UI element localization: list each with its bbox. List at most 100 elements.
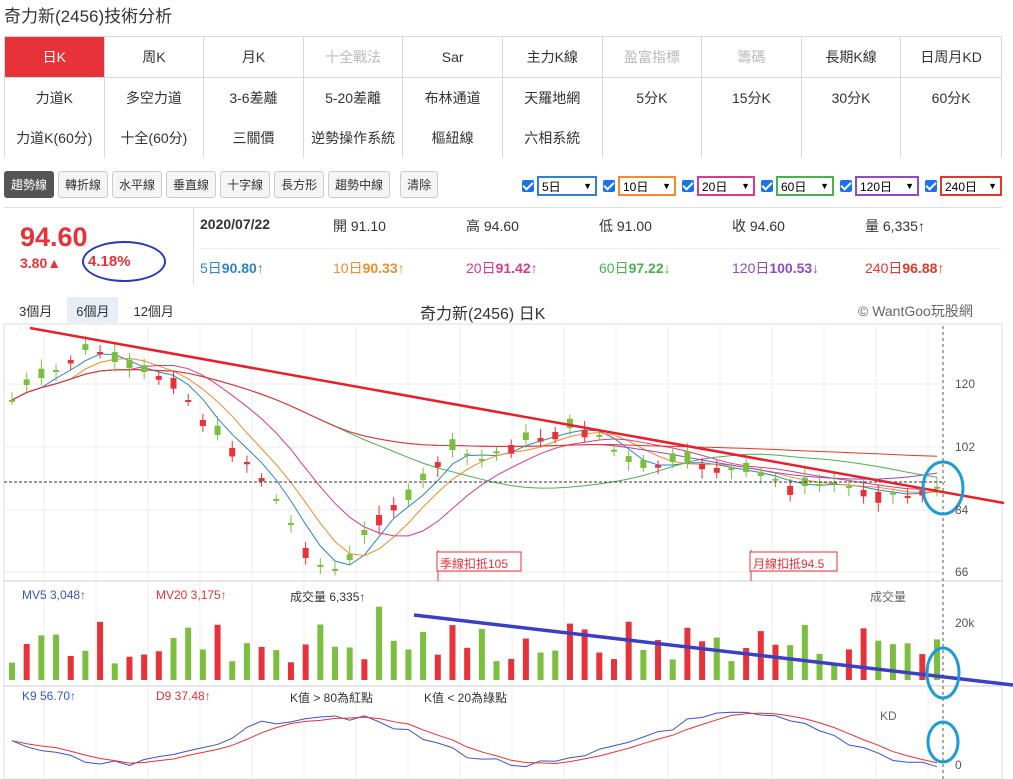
nav-r2-2[interactable]: 3-6差離 bbox=[204, 78, 304, 118]
nav-empty-cell bbox=[602, 118, 703, 158]
ma-checkbox-3[interactable] bbox=[761, 180, 773, 192]
nav-r2-7[interactable]: 15分K bbox=[702, 78, 802, 118]
axis-tick-102: 102 bbox=[955, 440, 976, 454]
ma-select-label: 20日 bbox=[702, 179, 728, 194]
nav-empty-cell bbox=[901, 118, 1001, 158]
price-change: 3.80▲ bbox=[20, 255, 62, 271]
nav-r2-1[interactable]: 多空力道 bbox=[104, 78, 205, 118]
ma-checkbox-5[interactable] bbox=[925, 180, 937, 192]
nav-r1-9[interactable]: 日周月KD bbox=[901, 37, 1001, 77]
nav-r2-5[interactable]: 天羅地網 bbox=[502, 78, 603, 118]
draw-tool-4[interactable]: 十字線 bbox=[220, 171, 271, 198]
ma-period-select-0[interactable]: 5日 ▼ bbox=[537, 176, 597, 196]
chevron-down-icon: ▼ bbox=[820, 181, 829, 191]
nav-r1-5[interactable]: 主力K線 bbox=[502, 37, 603, 77]
ma-checkbox-1[interactable] bbox=[603, 180, 615, 192]
ma-period-select-5[interactable]: 240日 ▼ bbox=[940, 176, 1002, 196]
nav-r2-6[interactable]: 5分K bbox=[602, 78, 703, 118]
volume-bar bbox=[332, 646, 339, 680]
volume-bar bbox=[405, 649, 412, 680]
draw-tool-2[interactable]: 水平線 bbox=[112, 171, 163, 198]
kd-lines bbox=[11, 711, 938, 768]
highlight-ring-annotation bbox=[82, 241, 166, 282]
quote-high: 高 94.60 bbox=[466, 218, 519, 234]
nav-r1-4[interactable]: Sar bbox=[403, 37, 503, 77]
candle-body bbox=[332, 568, 339, 571]
ma-period-select-3[interactable]: 60日 ▼ bbox=[776, 176, 834, 196]
axis-tick-66: 66 bbox=[955, 565, 969, 579]
ma-value-0: 5日90.80↑ bbox=[200, 258, 333, 278]
volume-bar bbox=[728, 661, 735, 680]
nav-row-3: 力道K(60分) 十全(60分) 三關價 逆勢操作系統 樞紐線 六相系統 bbox=[5, 117, 1001, 158]
volume-bar bbox=[860, 628, 867, 680]
ma-line bbox=[11, 369, 938, 489]
nav-r3-1[interactable]: 十全(60分) bbox=[104, 118, 205, 158]
candle-body bbox=[757, 471, 764, 476]
nav-r1-7: 籌碼 bbox=[702, 37, 802, 77]
mv20-legend: MV20 3,175↑ bbox=[156, 588, 227, 602]
nav-r1-8[interactable]: 長期K線 bbox=[801, 37, 902, 77]
draw-tool-5[interactable]: 長方形 bbox=[274, 171, 325, 198]
nav-r3-5[interactable]: 六相系統 bbox=[502, 118, 603, 158]
candle-body bbox=[552, 432, 559, 440]
volume-bar bbox=[361, 659, 368, 680]
ma-period-select-4[interactable]: 120日 ▼ bbox=[855, 176, 919, 196]
nav-r2-3[interactable]: 5-20差離 bbox=[303, 78, 404, 118]
candle-body bbox=[537, 438, 544, 442]
nav-r2-9[interactable]: 60分K bbox=[901, 78, 1001, 118]
candle-body bbox=[302, 548, 309, 559]
quote-volume: 量 6,335↑ bbox=[865, 218, 925, 234]
volume-bar bbox=[522, 638, 529, 680]
nav-r2-0[interactable]: 力道K bbox=[5, 78, 105, 118]
ohlc-row: 2020/07/22 開 91.10 高 94.60 低 91.00 收 94.… bbox=[200, 216, 998, 236]
clear-button[interactable]: 清除 bbox=[400, 171, 439, 198]
candle-body bbox=[9, 399, 15, 402]
nav-r1-2[interactable]: 月K bbox=[204, 37, 304, 77]
ma-checkbox-4[interactable] bbox=[840, 180, 852, 192]
ma-select-label: 120日 bbox=[860, 179, 893, 194]
month-annotation-box bbox=[749, 551, 838, 572]
volume-bar bbox=[449, 625, 456, 680]
ma-value-5: 240日96.88↑ bbox=[865, 258, 998, 278]
ma-period-select-1[interactable]: 10日 ▼ bbox=[618, 176, 676, 196]
nav-r3-2[interactable]: 三關價 bbox=[204, 118, 304, 158]
ma-period-select-2[interactable]: 20日 ▼ bbox=[697, 176, 755, 196]
ma-checkbox-0[interactable] bbox=[522, 180, 534, 192]
candle-body bbox=[420, 473, 427, 480]
volume-bar bbox=[581, 629, 588, 680]
candle-body bbox=[170, 378, 177, 389]
range-tab-0[interactable]: 3個月 bbox=[19, 303, 53, 319]
draw-tool-6[interactable]: 趨勢中線 bbox=[328, 171, 391, 198]
ma-value-label: 5日 bbox=[200, 260, 222, 276]
nav-r2-8[interactable]: 30分K bbox=[801, 78, 902, 118]
price-highlight-circle bbox=[921, 460, 965, 516]
volume-bar bbox=[493, 661, 500, 680]
range-tab-1[interactable]: 6個月 bbox=[67, 297, 119, 323]
nav-r1-1[interactable]: 周K bbox=[104, 37, 205, 77]
nav-r1-0[interactable]: 日K bbox=[5, 37, 105, 77]
volume-bar bbox=[82, 650, 89, 680]
draw-tool-1[interactable]: 轉折線 bbox=[58, 171, 109, 198]
ma-value-number: 96.88↑ bbox=[902, 260, 945, 276]
candle-body bbox=[38, 368, 45, 378]
volume-bar bbox=[126, 656, 133, 680]
candle-body bbox=[287, 523, 294, 526]
volume-bar bbox=[185, 627, 192, 680]
draw-tool-3[interactable]: 垂直線 bbox=[166, 171, 217, 198]
price-trend-line bbox=[29, 326, 1005, 505]
draw-tool-0[interactable]: 趨勢線 bbox=[4, 171, 55, 198]
range-tab-2[interactable]: 12個月 bbox=[133, 303, 174, 319]
ma-value-label: 20日 bbox=[466, 260, 496, 276]
candle-body bbox=[243, 462, 250, 465]
candle-body bbox=[53, 370, 60, 373]
nav-r3-0[interactable]: 力道K(60分) bbox=[5, 118, 105, 158]
volume-bar bbox=[669, 659, 676, 680]
nav-r3-4[interactable]: 樞紐線 bbox=[403, 118, 503, 158]
nav-r2-4[interactable]: 布林通道 bbox=[403, 78, 503, 118]
last-price: 94.60 bbox=[20, 222, 88, 252]
nav-r3-3[interactable]: 逆勢操作系統 bbox=[303, 118, 404, 158]
ma-checkbox-2[interactable] bbox=[682, 180, 694, 192]
axis-tick-120: 120 bbox=[955, 377, 976, 391]
candle-body bbox=[346, 554, 353, 560]
ma-value-label: 60日 bbox=[599, 260, 629, 276]
